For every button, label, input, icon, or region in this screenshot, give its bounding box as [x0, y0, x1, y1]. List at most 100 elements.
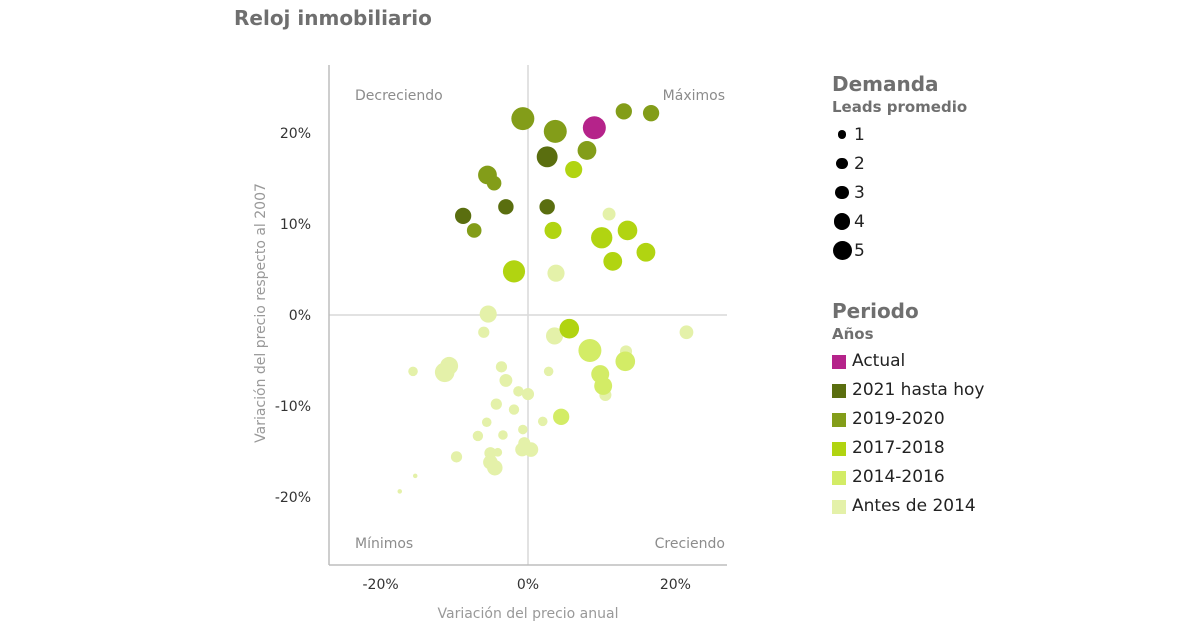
chart-title: Reloj inmobiliario	[234, 6, 432, 30]
quadrant-label-bottom-left: Mínimos	[355, 536, 413, 552]
quadrant-label-top-right: Máximos	[663, 88, 725, 104]
axis-labels: Variación del precio anual Variación del …	[253, 88, 725, 622]
data-point	[408, 366, 418, 377]
data-point	[502, 260, 526, 283]
data-point	[486, 175, 502, 191]
data-point	[544, 221, 562, 240]
data-point	[547, 264, 565, 282]
data-point	[577, 141, 597, 160]
data-point	[559, 318, 580, 339]
data-point	[537, 416, 548, 427]
color-legend-title: Periodo	[832, 299, 919, 323]
data-point	[536, 146, 558, 168]
color-legend-swatch	[832, 355, 846, 369]
data-point	[545, 327, 564, 345]
size-legend-dot	[837, 130, 847, 139]
size-legend-label: 5	[854, 240, 865, 261]
x-axis-title: Variación del precio anual	[438, 606, 619, 622]
data-points	[397, 103, 694, 494]
size-legend-dot	[835, 185, 849, 200]
data-point	[434, 362, 455, 383]
color-legend-label: Antes de 2014	[852, 496, 976, 516]
color-legend-label: Actual	[852, 351, 906, 371]
color-legend-item: 2021 hasta hoy	[832, 376, 992, 405]
color-legend-label: 2014-2016	[852, 467, 945, 487]
size-legend-label: 2	[854, 153, 865, 174]
color-legend-items: Actual 2021 hasta hoy 2019-2020 2017-2018 20…	[832, 347, 992, 521]
color-legend-label: 2019-2020	[852, 409, 945, 429]
size-legend-label: 1	[854, 124, 865, 145]
size-legend-dot-cell	[832, 241, 852, 260]
data-point	[553, 408, 570, 425]
data-point	[603, 251, 623, 271]
size-legend-item: 2	[832, 149, 967, 178]
data-point	[513, 386, 524, 397]
quadrant-label-top-left: Decreciendo	[355, 88, 443, 104]
data-point	[511, 107, 535, 131]
size-legend-dot	[836, 157, 848, 170]
color-legend-item: Actual	[832, 347, 992, 376]
data-point	[490, 398, 502, 410]
size-legend-item: 3	[832, 178, 967, 207]
data-point	[636, 242, 656, 262]
data-point	[478, 326, 490, 338]
color-legend-swatch	[832, 384, 846, 398]
data-point	[543, 366, 554, 377]
data-point	[479, 305, 497, 323]
color-legend-item: 2014-2016	[832, 463, 992, 492]
data-point	[450, 451, 463, 463]
axes: 20% 10% 0% -10% -20% -20% 0% 20%	[275, 65, 727, 593]
size-legend-items: 1 2 3 4 5	[832, 120, 967, 265]
data-point	[499, 373, 513, 387]
color-legend-label: 2021 hasta hoy	[852, 380, 985, 400]
data-point	[642, 105, 660, 122]
size-legend-item: 4	[832, 207, 967, 236]
data-point	[582, 116, 606, 140]
y-tick-label: 0%	[289, 308, 311, 324]
data-point	[578, 338, 602, 362]
color-legend-item: Antes de 2014	[832, 492, 992, 521]
color-legend-swatch	[832, 500, 846, 514]
data-point	[523, 442, 539, 457]
data-point	[508, 404, 520, 415]
data-point	[565, 160, 583, 179]
data-point	[594, 376, 613, 395]
color-legend-subtitle: Años	[832, 325, 874, 343]
data-point	[466, 223, 482, 238]
size-legend-title: Demanda	[832, 72, 939, 96]
size-legend-label: 3	[854, 182, 865, 203]
color-legend-label: 2017-2018	[852, 438, 945, 458]
size-legend-item: 5	[832, 236, 967, 265]
quadrant-guides	[329, 65, 727, 565]
data-point	[472, 430, 484, 442]
size-legend-item: 1	[832, 120, 967, 149]
data-point	[602, 207, 616, 221]
data-point	[481, 417, 492, 428]
y-tick-label: 10%	[280, 217, 311, 233]
x-tick-label: -20%	[363, 577, 399, 593]
color-legend-swatch	[832, 413, 846, 427]
size-legend-dot	[833, 213, 851, 230]
data-point	[498, 430, 508, 440]
data-point	[412, 473, 418, 479]
data-point	[493, 447, 503, 457]
data-point	[615, 351, 636, 372]
y-tick-label: 20%	[280, 126, 311, 142]
data-point	[518, 424, 528, 435]
data-point	[539, 199, 555, 215]
data-point	[495, 361, 508, 373]
color-legend-item: 2017-2018	[832, 434, 992, 463]
color-legend-swatch	[832, 442, 846, 456]
size-legend-dot	[832, 241, 852, 260]
data-point	[487, 460, 503, 476]
y-tick-label: -20%	[275, 490, 311, 506]
x-tick-label: 20%	[660, 577, 691, 593]
size-legend-subtitle: Leads promedio	[832, 98, 968, 116]
y-axis-title: Variación del precio respecto al 2007	[253, 183, 269, 443]
size-legend-dot-cell	[832, 213, 852, 230]
x-tick-label: 0%	[517, 577, 539, 593]
data-point	[617, 220, 638, 241]
data-point	[591, 227, 613, 249]
y-tick-label: -10%	[275, 399, 311, 415]
